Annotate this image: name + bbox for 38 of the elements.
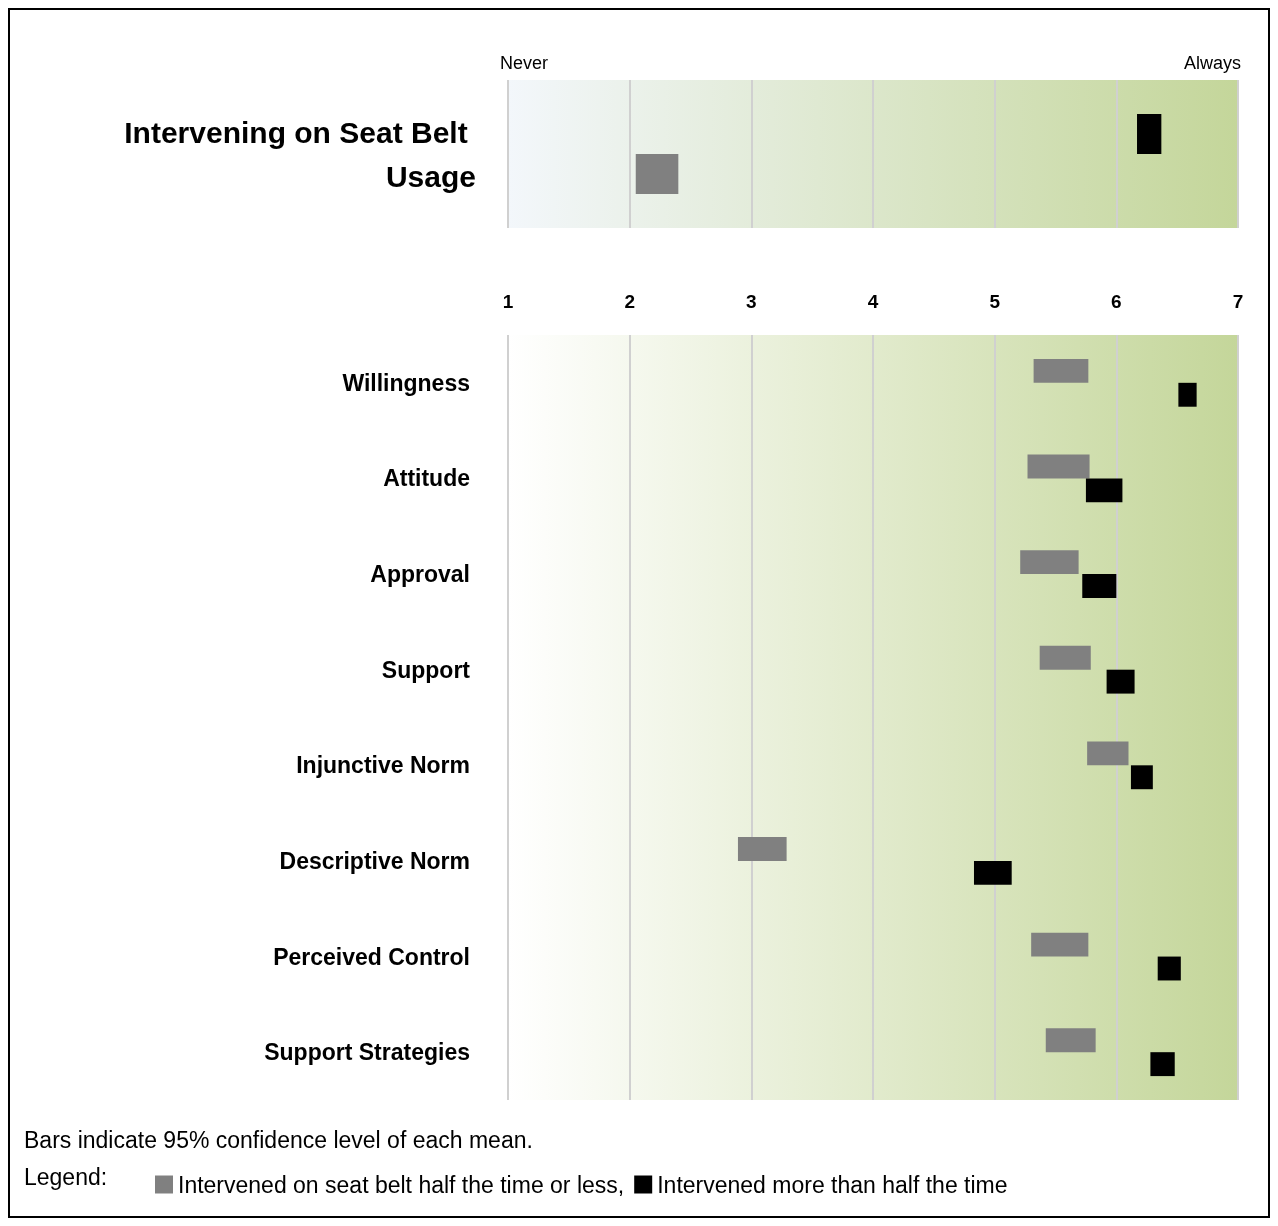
bar — [1027, 454, 1090, 479]
bar — [1087, 741, 1129, 766]
x-tick-label: 4 — [867, 291, 879, 312]
y-tick-label: Approval — [370, 561, 470, 588]
x-tick-label: 1 — [502, 291, 514, 312]
bar — [1020, 550, 1079, 575]
text: Never — [500, 53, 549, 73]
bar — [1033, 358, 1089, 383]
bar — [1157, 956, 1181, 981]
y-tick-label: Perceived Control — [273, 943, 470, 970]
y-tick-label: Intervening on Seat Belt Usage — [124, 115, 476, 193]
text: Bars indicate 95% confidence level of each mean. — [24, 1126, 533, 1153]
x-tick-label: 6 — [1111, 291, 1122, 312]
legend-title: Legend: — [24, 1163, 108, 1190]
y-tick-label: Attitude — [383, 465, 470, 492]
legend-label: Intervened on seat belt half the time or less, — [178, 1171, 625, 1198]
y-tick-label: Willingness — [342, 369, 470, 396]
bar — [1082, 574, 1117, 598]
x-tick-label: 3 — [746, 291, 757, 312]
bar — [1130, 765, 1153, 790]
bar — [1085, 478, 1123, 503]
x-tick-label: 5 — [989, 291, 1001, 312]
text: Always — [1183, 53, 1241, 73]
bar — [1045, 1028, 1096, 1053]
bar — [1039, 645, 1091, 670]
x-tick-label: 7 — [1232, 291, 1244, 312]
bar — [973, 860, 1012, 885]
y-tick-label: Descriptive Norm — [279, 847, 470, 874]
bar — [1150, 1052, 1175, 1077]
y-tick-label: Support Strategies — [264, 1039, 470, 1066]
bar — [1106, 669, 1135, 694]
x-tick-label: 2 — [624, 291, 635, 312]
y-tick-label: Injunctive Norm — [296, 752, 470, 779]
legend-label: Intervened more than half the time — [657, 1171, 1008, 1198]
bar — [737, 837, 787, 861]
y-tick-label: Support — [381, 656, 471, 683]
bar — [1031, 932, 1089, 957]
bar — [1178, 382, 1197, 407]
